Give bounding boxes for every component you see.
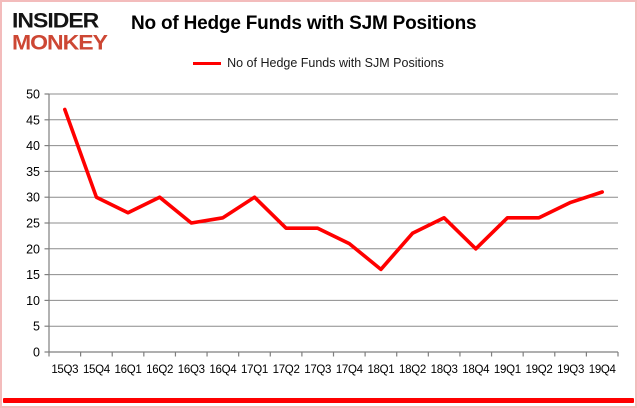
insider-monkey-logo: INSIDER MONKEY: [12, 8, 108, 54]
y-tick-label: 40: [26, 139, 40, 153]
y-tick-label: 10: [26, 294, 40, 308]
x-tick-label: 15Q4: [83, 364, 111, 376]
legend-line-swatch: [193, 61, 222, 65]
bottom-accent-bar: [3, 398, 634, 403]
y-tick-label: 0: [33, 346, 40, 360]
y-tick-label: 50: [26, 88, 40, 102]
x-tick-label: 16Q3: [178, 364, 205, 376]
legend: No of Hedge Funds with SJM Positions: [2, 56, 635, 70]
x-tick-label: 15Q3: [51, 364, 78, 376]
x-tick-label: 16Q1: [115, 364, 142, 376]
legend-label: No of Hedge Funds with SJM Positions: [227, 56, 444, 70]
y-tick-label: 25: [26, 217, 40, 231]
x-tick-label: 18Q3: [431, 364, 458, 376]
x-tick-label: 19Q1: [494, 364, 521, 376]
y-tick-label: 15: [26, 268, 40, 282]
chart-title: No of Hedge Funds with SJM Positions: [131, 13, 477, 34]
x-tick-label: 17Q4: [336, 364, 364, 376]
y-tick-label: 5: [33, 320, 40, 334]
data-line: [62, 107, 605, 272]
x-tick-label: 18Q4: [462, 364, 490, 376]
x-tick-label: 19Q3: [557, 364, 584, 376]
x-tick-label: 16Q4: [209, 364, 237, 376]
x-tick-label: 17Q2: [273, 364, 300, 376]
y-tick-label: 45: [26, 113, 40, 127]
x-tick-label: 16Q2: [146, 364, 173, 376]
logo-text-insider: INSIDER: [12, 8, 99, 33]
x-tick-label: 17Q1: [241, 364, 268, 376]
x-tick-label: 19Q4: [589, 364, 617, 376]
logo-text-monkey: MONKEY: [12, 29, 108, 54]
x-tick-label: 17Q3: [304, 364, 331, 376]
y-tick-label: 35: [26, 165, 40, 179]
y-tick-label: 20: [26, 242, 40, 256]
x-tick-label: 18Q2: [399, 364, 426, 376]
x-tick-label: 18Q1: [367, 364, 394, 376]
x-tick-label: 19Q2: [526, 364, 553, 376]
y-tick-label: 30: [26, 191, 40, 205]
